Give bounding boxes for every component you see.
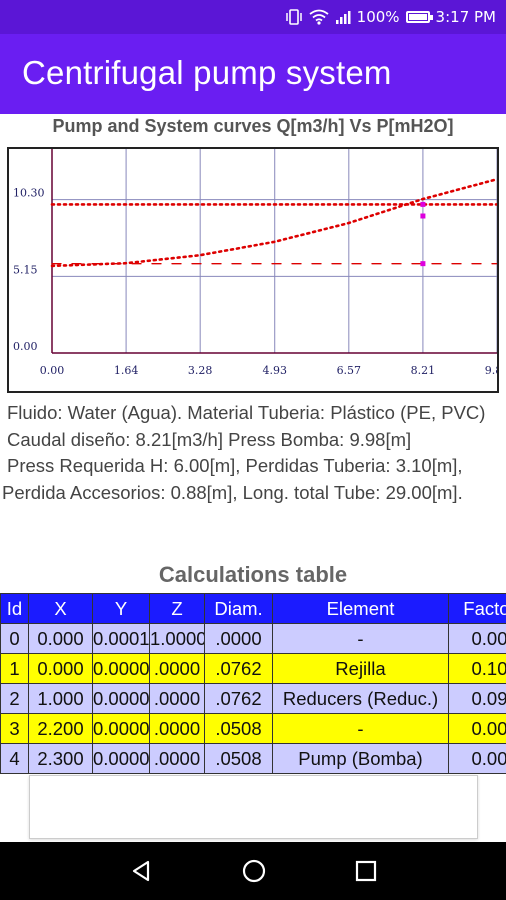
back-icon[interactable] bbox=[126, 856, 156, 886]
info-losses: Press Requerida H: 6.00[m], Perdidas Tub… bbox=[2, 455, 463, 503]
cell-y: 0.0000 bbox=[92, 713, 150, 744]
cell-y: 0.0000 bbox=[92, 683, 150, 714]
data-marker bbox=[420, 213, 426, 219]
status-icons: 100% 3:17 PM bbox=[285, 0, 496, 34]
cell-id: 1 bbox=[0, 653, 29, 684]
cell-element: Rejilla bbox=[272, 653, 449, 684]
cell-element: - bbox=[272, 713, 449, 744]
status-bar: 100% 3:17 PM bbox=[0, 0, 506, 34]
cell-y: 0.0001 bbox=[92, 623, 150, 654]
cell-element: - bbox=[272, 623, 449, 654]
calculations-table[interactable]: Id X Y Z Diam. Element Factor 0 0.000 0.… bbox=[0, 593, 506, 775]
table-row: 4 2.300 0.0000 .0000 .0508 Pump (Bomba) … bbox=[0, 743, 506, 774]
cell-x: 2.300 bbox=[28, 743, 93, 774]
header-factor: Factor bbox=[448, 593, 506, 624]
bottom-panel bbox=[29, 775, 478, 839]
cell-x: 2.200 bbox=[28, 713, 93, 744]
cell-id: 2 bbox=[0, 683, 29, 714]
cell-x: 1.000 bbox=[28, 683, 93, 714]
series-line-1 bbox=[50, 177, 497, 268]
info-block: Fluido: Water (Agua). Material Tuberia: … bbox=[0, 400, 506, 506]
chart-title: Pump and System curves Q[m3/h] Vs P[mH2O… bbox=[52, 116, 454, 136]
cell-id: 3 bbox=[0, 713, 29, 744]
cell-diam: .0762 bbox=[204, 683, 273, 714]
cell-z: .0000 bbox=[149, 713, 205, 744]
cell-diam: .0762 bbox=[204, 653, 273, 684]
header-y: Y bbox=[92, 593, 150, 624]
cell-y: 0.0000 bbox=[92, 743, 150, 774]
cell-factor: 0.00 bbox=[448, 713, 506, 744]
x-tick-label: 9.85 bbox=[485, 364, 497, 377]
pump-system-chart: 0.00 1.64 3.28 4.93 6.57 8.21 9.85 0.00 5.15 10.3… bbox=[7, 147, 499, 393]
y-tick-label: 10.30 bbox=[13, 187, 45, 200]
navigation-bar bbox=[0, 842, 506, 900]
table-row: 1 0.000 0.0000 .0000 .0762 Rejilla 0.10 bbox=[0, 653, 506, 684]
table-row: 3 2.200 0.0000 .0000 .0508 - 0.00 bbox=[0, 713, 506, 744]
battery-charging-icon bbox=[405, 11, 433, 23]
cell-z: 1.0000 bbox=[149, 623, 205, 654]
cell-factor: 0.00 bbox=[448, 623, 506, 654]
cell-factor: 0.10 bbox=[448, 653, 506, 684]
data-marker bbox=[420, 201, 426, 207]
table-row: 0 0.000 0.0001 1.0000 .0000 - 0.00 bbox=[0, 623, 506, 654]
info-fluid-material: Fluido: Water (Agua). Material Tuberia: … bbox=[7, 402, 486, 423]
signal-icon bbox=[335, 11, 351, 24]
chart-canvas: 0.00 1.64 3.28 4.93 6.57 8.21 9.85 0.00 5.15 10.3… bbox=[13, 149, 497, 377]
x-tick-label: 1.64 bbox=[114, 364, 139, 377]
cell-element: Pump (Bomba) bbox=[272, 743, 449, 774]
table-header-row: Id X Y Z Diam. Element Factor bbox=[0, 593, 506, 624]
calc-table: Id X Y Z Diam. Element Factor 0 0.000 0.… bbox=[0, 593, 506, 774]
cell-id: 0 bbox=[0, 623, 29, 654]
table-row: 2 1.000 0.0000 .0000 .0762 Reducers (Red… bbox=[0, 683, 506, 714]
cell-factor: 0.09 bbox=[448, 683, 506, 714]
header-z: Z bbox=[149, 593, 205, 624]
home-icon[interactable] bbox=[239, 856, 269, 886]
x-tick-label: 6.57 bbox=[337, 364, 362, 377]
header-element: Element bbox=[272, 593, 449, 624]
wifi-icon bbox=[309, 9, 329, 25]
cell-id: 4 bbox=[0, 743, 29, 774]
cell-y: 0.0000 bbox=[92, 653, 150, 684]
app-title: Centrifugal pump system bbox=[22, 54, 392, 91]
x-tick-label: 0.00 bbox=[40, 364, 65, 377]
recents-icon[interactable] bbox=[351, 856, 381, 886]
x-tick-label: 3.28 bbox=[188, 364, 213, 377]
cell-z: .0000 bbox=[149, 743, 205, 774]
cell-x: 0.000 bbox=[28, 623, 93, 654]
cell-element: Reducers (Reduc.) bbox=[272, 683, 449, 714]
header-x: X bbox=[28, 593, 93, 624]
header-id: Id bbox=[0, 593, 29, 624]
header-diam: Diam. bbox=[204, 593, 273, 624]
clock: 3:17 PM bbox=[435, 8, 496, 26]
info-flow-pressure: Caudal diseño: 8.21[m3/h] Press Bomba: 9… bbox=[7, 428, 412, 450]
cell-factor: 0.00 bbox=[448, 743, 506, 774]
vibrate-icon bbox=[285, 9, 302, 25]
cell-z: .0000 bbox=[149, 683, 205, 714]
cell-z: .0000 bbox=[149, 653, 205, 684]
data-marker bbox=[420, 261, 426, 267]
y-tick-label: 0.00 bbox=[13, 340, 38, 353]
x-tick-label: 8.21 bbox=[411, 364, 436, 377]
app-bar: Centrifugal pump system bbox=[0, 34, 506, 114]
cell-diam: .0000 bbox=[204, 623, 273, 654]
battery-text: 100% bbox=[356, 8, 400, 26]
cell-x: 0.000 bbox=[28, 653, 93, 684]
cell-diam: .0508 bbox=[204, 743, 273, 774]
table-title: Calculations table bbox=[158, 562, 348, 587]
cell-diam: .0508 bbox=[204, 713, 273, 744]
x-tick-label: 4.93 bbox=[262, 364, 287, 377]
y-tick-label: 5.15 bbox=[13, 263, 38, 276]
